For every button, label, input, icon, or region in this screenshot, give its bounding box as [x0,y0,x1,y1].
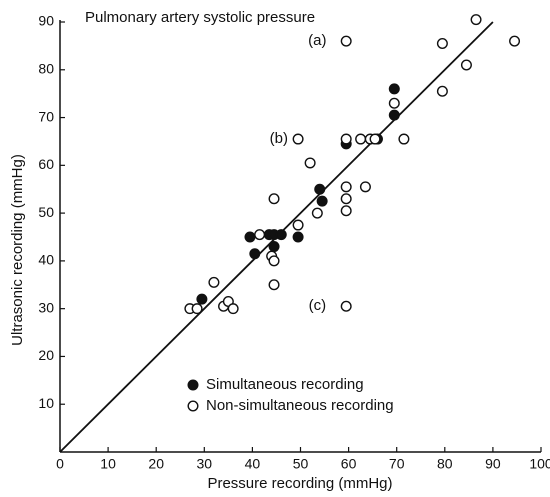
point [311,207,323,219]
legend-label: Non-simultaneous recording [206,397,394,414]
point [191,303,203,315]
point [268,241,280,253]
x-tick-label: 100 [529,456,550,472]
x-tick-label: 30 [197,456,213,472]
point [355,133,367,145]
y-tick-label: 20 [38,347,54,363]
point [268,255,280,267]
point [316,195,328,207]
point [388,109,400,121]
point [388,97,400,109]
y-tick-label: 60 [38,156,54,172]
point [388,83,400,95]
x-tick-label: 60 [341,456,357,472]
point [254,229,266,241]
annotation: (c) [309,297,327,314]
y-axis-label: Ultrasonic recording (mmHg) [9,154,26,346]
x-tick-label: 10 [100,456,116,472]
point [398,133,410,145]
point [460,59,472,71]
point [470,14,482,26]
y-tick-label: 40 [38,252,54,268]
y-tick-label: 30 [38,299,54,315]
y-tick-label: 80 [38,60,54,76]
point [340,193,352,205]
point [227,303,239,315]
point [304,157,316,169]
point [436,85,448,97]
point [249,248,261,260]
point [275,229,287,241]
y-tick-label: 50 [38,204,54,220]
legend-marker [187,400,199,412]
point [268,193,280,205]
x-tick-label: 40 [245,456,261,472]
point [340,300,352,312]
annotation: (a) [308,32,326,49]
point [244,231,256,243]
point [436,38,448,50]
legend-label: Simultaneous recording [206,376,364,393]
point [340,133,352,145]
x-tick-label: 0 [56,456,64,472]
x-tick-label: 20 [148,456,164,472]
point [292,219,304,231]
point [340,181,352,193]
point [292,231,304,243]
chart-title: Pulmonary artery systolic pressure [85,9,315,26]
point [292,133,304,145]
point [509,35,521,47]
y-tick-label: 90 [38,13,54,29]
x-tick-label: 50 [293,456,309,472]
x-axis-label: Pressure recording (mmHg) [207,475,392,492]
point [340,205,352,217]
annotation: (b) [270,130,288,147]
point [340,35,352,47]
point [268,279,280,291]
y-tick-label: 70 [38,108,54,124]
point [359,181,371,193]
point [314,183,326,195]
x-tick-label: 80 [437,456,453,472]
point [369,133,381,145]
x-tick-label: 90 [485,456,501,472]
x-tick-label: 70 [389,456,405,472]
point [196,293,208,305]
point [208,276,220,288]
legend-marker [187,379,199,391]
y-tick-label: 10 [38,395,54,411]
